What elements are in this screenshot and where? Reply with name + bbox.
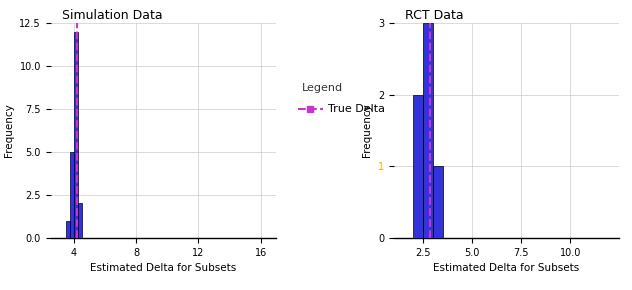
Bar xyxy=(78,204,82,238)
Y-axis label: Frequency: Frequency xyxy=(362,104,372,157)
X-axis label: Estimated Delta for Subsets: Estimated Delta for Subsets xyxy=(434,263,580,273)
Text: Legend: Legend xyxy=(302,83,343,93)
Bar xyxy=(70,152,74,238)
X-axis label: Estimated Delta for Subsets: Estimated Delta for Subsets xyxy=(90,263,236,273)
Text: Simulation Data: Simulation Data xyxy=(62,9,162,22)
Bar xyxy=(74,32,78,238)
Y-axis label: Frequency: Frequency xyxy=(4,104,14,157)
Text: RCT Data: RCT Data xyxy=(405,9,464,22)
Bar xyxy=(413,95,423,238)
Text: True Delta: True Delta xyxy=(329,104,386,114)
Bar xyxy=(433,166,443,238)
Bar xyxy=(423,23,433,238)
Bar xyxy=(66,221,70,238)
